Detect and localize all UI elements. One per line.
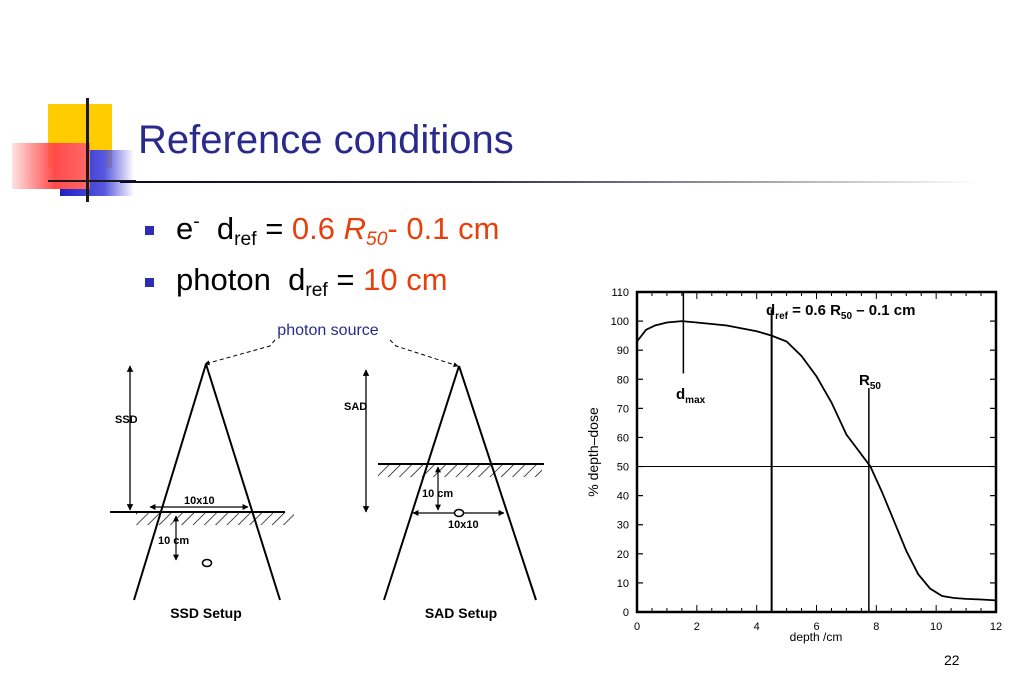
dref-symbol: d: [288, 262, 306, 297]
particle-label: e: [176, 211, 194, 246]
sad-setup: SAD 10 cm 10x10 SAD Setup: [344, 365, 544, 621]
dref-value: 10 cm: [363, 262, 448, 297]
dref-annotation: dref = 0.6 R50 – 0.1 cm: [766, 302, 915, 322]
x-tick-labels: 0 2 4 6 8 10 12: [634, 621, 1002, 633]
x-tick-label: 4: [754, 621, 760, 633]
bullet-marker: [145, 226, 154, 235]
x-tick-label: 8: [873, 621, 879, 633]
source-pointer-ssd: [204, 339, 276, 366]
equals-sign: =: [336, 262, 355, 297]
y-tick-label: 0: [623, 607, 629, 619]
phantom-hatching: [378, 465, 542, 477]
logo-horizontal-line: [48, 180, 136, 182]
x-tick-label: 0: [634, 621, 640, 633]
detector-point: [453, 508, 465, 518]
dref-sub: ref: [305, 279, 328, 301]
bullet-marker: [145, 278, 154, 287]
r-letter: R: [343, 211, 367, 246]
y-tick-label: 40: [617, 491, 629, 503]
particle-label: photon: [176, 262, 271, 297]
bullet-photon-dref: photon dref = 10 cm: [176, 262, 448, 302]
r-sub: 50: [366, 228, 388, 250]
x-tick-label: 12: [990, 621, 1002, 633]
plot-frame: [635, 290, 998, 614]
beam-edge-right: [205, 363, 281, 601]
y-tick-label: 80: [617, 374, 629, 386]
beam-edge-right: [458, 365, 537, 601]
logo-red-square: [12, 143, 90, 189]
page-number: 22: [944, 652, 960, 668]
setup-diagram: photon source SSD 10x10 10 cm SSD Setup …: [110, 322, 544, 621]
y-tick-label: 70: [617, 403, 629, 415]
y-tick-label: 110: [611, 287, 629, 299]
logo-vertical-line: [86, 98, 89, 202]
dref-value: 0.6: [291, 211, 336, 246]
x-tick-label: 6: [813, 621, 819, 633]
charge-sup: -: [193, 211, 200, 233]
title-underline: [120, 181, 980, 183]
ssd-caption: SSD Setup: [170, 605, 242, 621]
axis-ticks: [637, 291, 996, 613]
ssd-label: SSD: [115, 414, 138, 426]
x-axis-label: depth /cm: [790, 630, 843, 644]
y-tick-label: 100: [611, 316, 629, 328]
y-tick-label: 30: [617, 520, 629, 532]
y-tick-label: 20: [617, 549, 629, 561]
dref-sub: ref: [234, 228, 257, 250]
ssd-setup: SSD 10x10 10 cm SSD Setup: [110, 363, 294, 621]
detector-point: [201, 558, 213, 568]
r50-annotation: R50: [859, 372, 881, 392]
field-size-label: 10x10: [448, 519, 479, 531]
dref-rest: - 0.1 cm: [387, 211, 500, 246]
y-tick-label: 50: [617, 462, 629, 474]
equals-sign: =: [265, 211, 284, 246]
beam-edge-left: [133, 363, 207, 601]
y-tick-label: 60: [617, 432, 629, 444]
y-tick-labels: 0 10 20 30 40 50 60 70 80 90 100 110: [611, 287, 629, 619]
y-tick-label: 90: [617, 345, 629, 357]
slide-title: Reference conditions: [138, 118, 514, 162]
depth-label: 10 cm: [158, 535, 189, 547]
sad-label: SAD: [344, 401, 367, 413]
y-tick-label: 10: [617, 578, 629, 590]
depth-dose-chart: 0 10 20 30 40 50 60 70 80 90 100 110 0 2 4 6 8 10 12 dref…: [585, 287, 1002, 644]
x-tick-label: 10: [930, 621, 942, 633]
depth-dose-curve: [636, 320, 997, 602]
y-axis-label: % depth–dose: [585, 407, 601, 497]
sad-caption: SAD Setup: [425, 605, 497, 621]
source-pointer-sad: [389, 339, 459, 367]
depth-label: 10 cm: [422, 488, 453, 500]
photon-source-label: photon source: [277, 322, 379, 339]
r50-symbol: R50: [343, 211, 388, 250]
field-size-label: 10x10: [184, 495, 215, 507]
bullet-electron-dref: e- dref = 0.6 R50- 0.1 cm: [176, 211, 499, 251]
dmax-annotation: dmax: [676, 386, 706, 406]
beam-edge-left: [383, 365, 460, 601]
dref-symbol: d: [216, 211, 235, 246]
x-tick-label: 2: [694, 621, 700, 633]
phantom-hatching: [136, 513, 294, 525]
